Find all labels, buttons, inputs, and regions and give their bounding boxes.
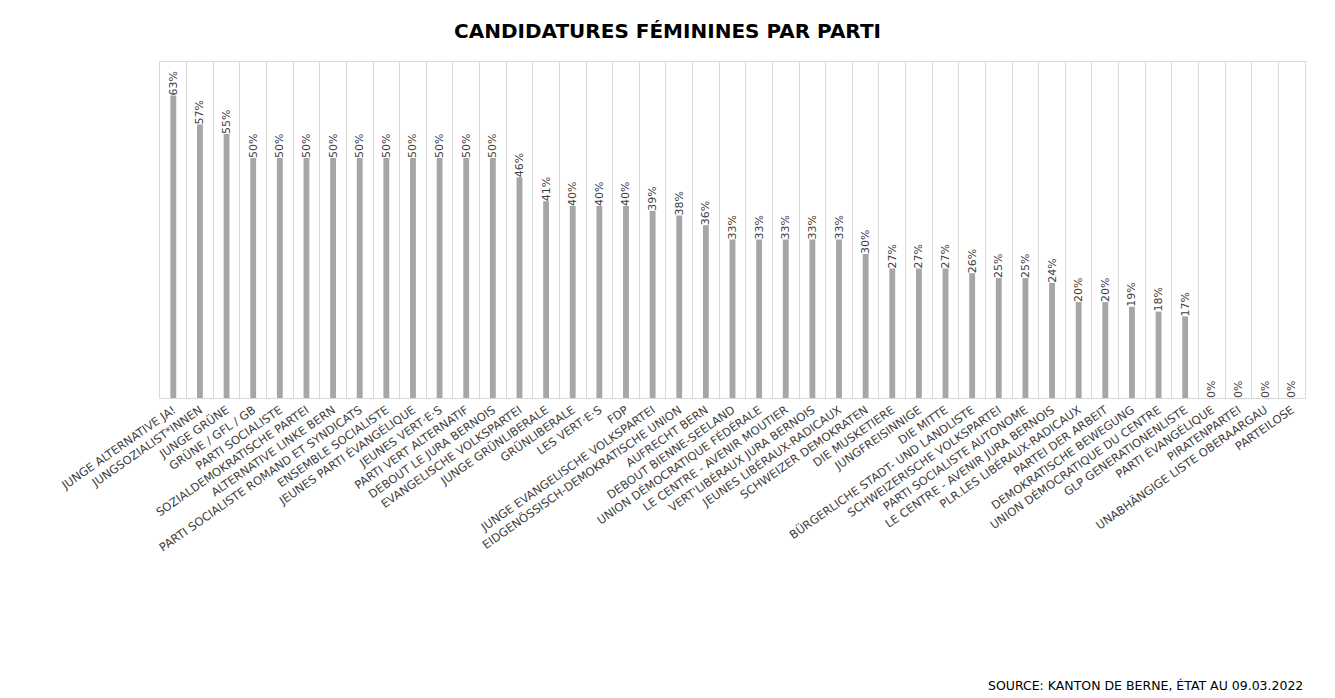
svg-text:ALTERNATIVE LINKE BERN: ALTERNATIVE LINKE BERN <box>209 403 339 500</box>
svg-text:JUNGE GRÜNLIBERALE: JUNGE GRÜNLIBERALE <box>436 401 551 488</box>
svg-text:50%: 50% <box>300 134 313 158</box>
svg-text:FDP: FDP <box>605 403 631 427</box>
svg-text:PARTI SOCIALISTE AUTONOME: PARTI SOCIALISTE AUTONOME <box>881 403 1031 514</box>
svg-text:18%: 18% <box>1152 287 1165 311</box>
svg-text:PARTI VERT ALTERNATIF: PARTI VERT ALTERNATIF <box>352 403 471 492</box>
svg-text:JUNGFREISINNIGE: JUNGFREISINNIGE <box>831 403 923 474</box>
svg-text:GRÜNLIBERALE: GRÜNLIBERALE <box>497 401 578 465</box>
svg-text:UNION DÉMOCRATIQUE DU CENTRE: UNION DÉMOCRATIQUE DU CENTRE <box>987 402 1164 532</box>
svg-text:PARTEI DER ARBEIT: PARTEI DER ARBEIT <box>1011 402 1111 478</box>
svg-text:24%: 24% <box>1046 258 1059 282</box>
svg-text:30%: 30% <box>859 230 872 254</box>
svg-text:40%: 40% <box>619 182 632 206</box>
svg-text:JEUNES PARTI ÉVANGÉLIQUE: JEUNES PARTI ÉVANGÉLIQUE <box>275 402 418 508</box>
svg-text:0%: 0% <box>1232 381 1245 398</box>
svg-text:50%: 50% <box>327 134 340 158</box>
svg-text:50%: 50% <box>460 134 473 158</box>
svg-text:0%: 0% <box>1259 381 1272 398</box>
svg-text:17%: 17% <box>1179 292 1192 316</box>
svg-text:SCHWEIZERISCHE VOLKSPARTEI: SCHWEIZERISCHE VOLKSPARTEI <box>845 403 1004 520</box>
svg-text:PARTI ÉVANGÉLIQUE: PARTI ÉVANGÉLIQUE <box>1112 402 1216 481</box>
svg-text:DEMOKRATISCHE BEWEGUNG: DEMOKRATISCHE BEWEGUNG <box>989 403 1137 513</box>
svg-text:JUNGSOZIALIST*INNEN: JUNGSOZIALIST*INNEN <box>89 403 205 490</box>
svg-text:SOZIALDEMOKRATISCHE PARTEI: SOZIALDEMOKRATISCHE PARTEI <box>153 403 311 520</box>
svg-text:CANDIDATURES FÉMININES PAR PAR: CANDIDATURES FÉMININES PAR PARTI <box>454 19 881 43</box>
svg-text:40%: 40% <box>593 182 606 206</box>
svg-text:33%: 33% <box>779 215 792 239</box>
svg-text:VERT'LIBÉRAUX JURA BERNOIS: VERT'LIBÉRAUX JURA BERNOIS <box>665 402 817 515</box>
svg-text:50%: 50% <box>486 134 499 158</box>
svg-text:AUFRECHT BERN: AUFRECHT BERN <box>623 403 711 470</box>
svg-text:JEUNES LIBÉRAUX-RADICAUX: JEUNES LIBÉRAUX-RADICAUX <box>699 402 844 510</box>
svg-text:DIE MUSKETIERE: DIE MUSKETIERE <box>810 403 897 470</box>
svg-text:EIDGENÖSSISCH-DEMOKRATISCHE UN: EIDGENÖSSISCH-DEMOKRATISCHE UNION <box>478 401 684 552</box>
svg-text:33%: 33% <box>726 215 739 239</box>
svg-text:19%: 19% <box>1125 282 1138 306</box>
svg-text:50%: 50% <box>406 134 419 158</box>
svg-text:UNABHÄNGIGE LISTE OBERAARGAU: UNABHÄNGIGE LISTE OBERAARGAU <box>1093 402 1270 532</box>
svg-text:0%: 0% <box>1205 381 1218 398</box>
svg-text:BÜRGERLICHE STADT- UND LANDLIS: BÜRGERLICHE STADT- UND LANDLISTE <box>786 401 978 542</box>
svg-text:DEBOUT BIENNE-SEELAND: DEBOUT BIENNE-SEELAND <box>604 403 737 502</box>
svg-text:UNION DÉMOCRATIQUE FÉDÉRALE: UNION DÉMOCRATIQUE FÉDÉRALE <box>594 402 764 527</box>
svg-text:25%: 25% <box>992 254 1005 278</box>
svg-text:27%: 27% <box>886 244 899 268</box>
svg-text:GLP GENERATIONENLISTE: GLP GENERATIONENLISTE <box>1061 403 1190 499</box>
svg-text:LES VERT·E·S: LES VERT·E·S <box>534 403 604 458</box>
svg-text:39%: 39% <box>646 186 659 210</box>
svg-text:36%: 36% <box>699 201 712 225</box>
svg-text:50%: 50% <box>247 134 260 158</box>
svg-text:63%: 63% <box>167 71 180 95</box>
svg-text:27%: 27% <box>939 244 952 268</box>
svg-text:50%: 50% <box>433 134 446 158</box>
svg-text:20%: 20% <box>1072 278 1085 302</box>
svg-text:DIE MITTE: DIE MITTE <box>895 403 950 448</box>
svg-text:JEUNES VERT·E·S: JEUNES VERT·E·S <box>356 403 444 471</box>
svg-text:EVANGELISCHE VOLKSPARTEI: EVANGELISCHE VOLKSPARTEI <box>378 403 524 511</box>
svg-text:33%: 33% <box>833 215 846 239</box>
svg-text:DEBOUT LE JURA BERNOIS: DEBOUT LE JURA BERNOIS <box>366 403 498 501</box>
svg-text:ENSEMBLE SOCIALISTE: ENSEMBLE SOCIALISTE <box>275 403 392 491</box>
svg-text:PIRATENPARTEI: PIRATENPARTEI <box>1164 403 1243 464</box>
svg-text:SOURCE: KANTON DE BERNE, ÉTAT: SOURCE: KANTON DE BERNE, ÉTAT AU 09.03.2… <box>988 678 1303 693</box>
svg-text:PARTI SOCIALISTE: PARTI SOCIALISTE <box>193 403 285 473</box>
svg-text:50%: 50% <box>380 134 393 158</box>
svg-text:41%: 41% <box>540 177 553 201</box>
svg-text:SCHWEIZER DEMOKRATEN: SCHWEIZER DEMOKRATEN <box>737 403 870 502</box>
svg-text:JUNGE ALTERNATIVE JA!: JUNGE ALTERNATIVE JA! <box>58 403 178 493</box>
svg-text:50%: 50% <box>273 134 286 158</box>
svg-text:LE CENTRE - AVENIR JURA BERNOI: LE CENTRE - AVENIR JURA BERNOIS <box>883 403 1058 531</box>
svg-text:PARTEILOSE: PARTEILOSE <box>1233 403 1297 454</box>
svg-text:38%: 38% <box>673 191 686 215</box>
svg-text:GRÜNE / GFL / GB: GRÜNE / GFL / GB <box>165 401 258 473</box>
svg-text:LE CENTRE - AVENIR MOUTIER: LE CENTRE - AVENIR MOUTIER <box>640 403 791 514</box>
svg-text:25%: 25% <box>1019 254 1032 278</box>
svg-text:33%: 33% <box>806 215 819 239</box>
svg-text:27%: 27% <box>912 244 925 268</box>
svg-text:JUNGE EVANGELISCHE VOLKSPARTEI: JUNGE EVANGELISCHE VOLKSPARTEI <box>478 403 658 535</box>
svg-text:26%: 26% <box>966 249 979 273</box>
svg-text:50%: 50% <box>353 134 366 158</box>
svg-text:46%: 46% <box>513 153 526 177</box>
svg-text:55%: 55% <box>220 110 233 134</box>
svg-text:57%: 57% <box>193 100 206 124</box>
svg-text:33%: 33% <box>753 215 766 239</box>
svg-text:PLR.LES LIBÉRAUX-RADICAUX: PLR.LES LIBÉRAUX-RADICAUX <box>936 402 1083 511</box>
svg-text:0%: 0% <box>1285 381 1298 398</box>
svg-text:40%: 40% <box>566 182 579 206</box>
svg-text:JUNGE GRÜNE: JUNGE GRÜNE <box>155 401 232 461</box>
svg-text:PARTI SOCIALISTE ROMAND ET SYN: PARTI SOCIALISTE ROMAND ET SYNDICATS <box>157 403 365 555</box>
svg-text:20%: 20% <box>1099 278 1112 302</box>
